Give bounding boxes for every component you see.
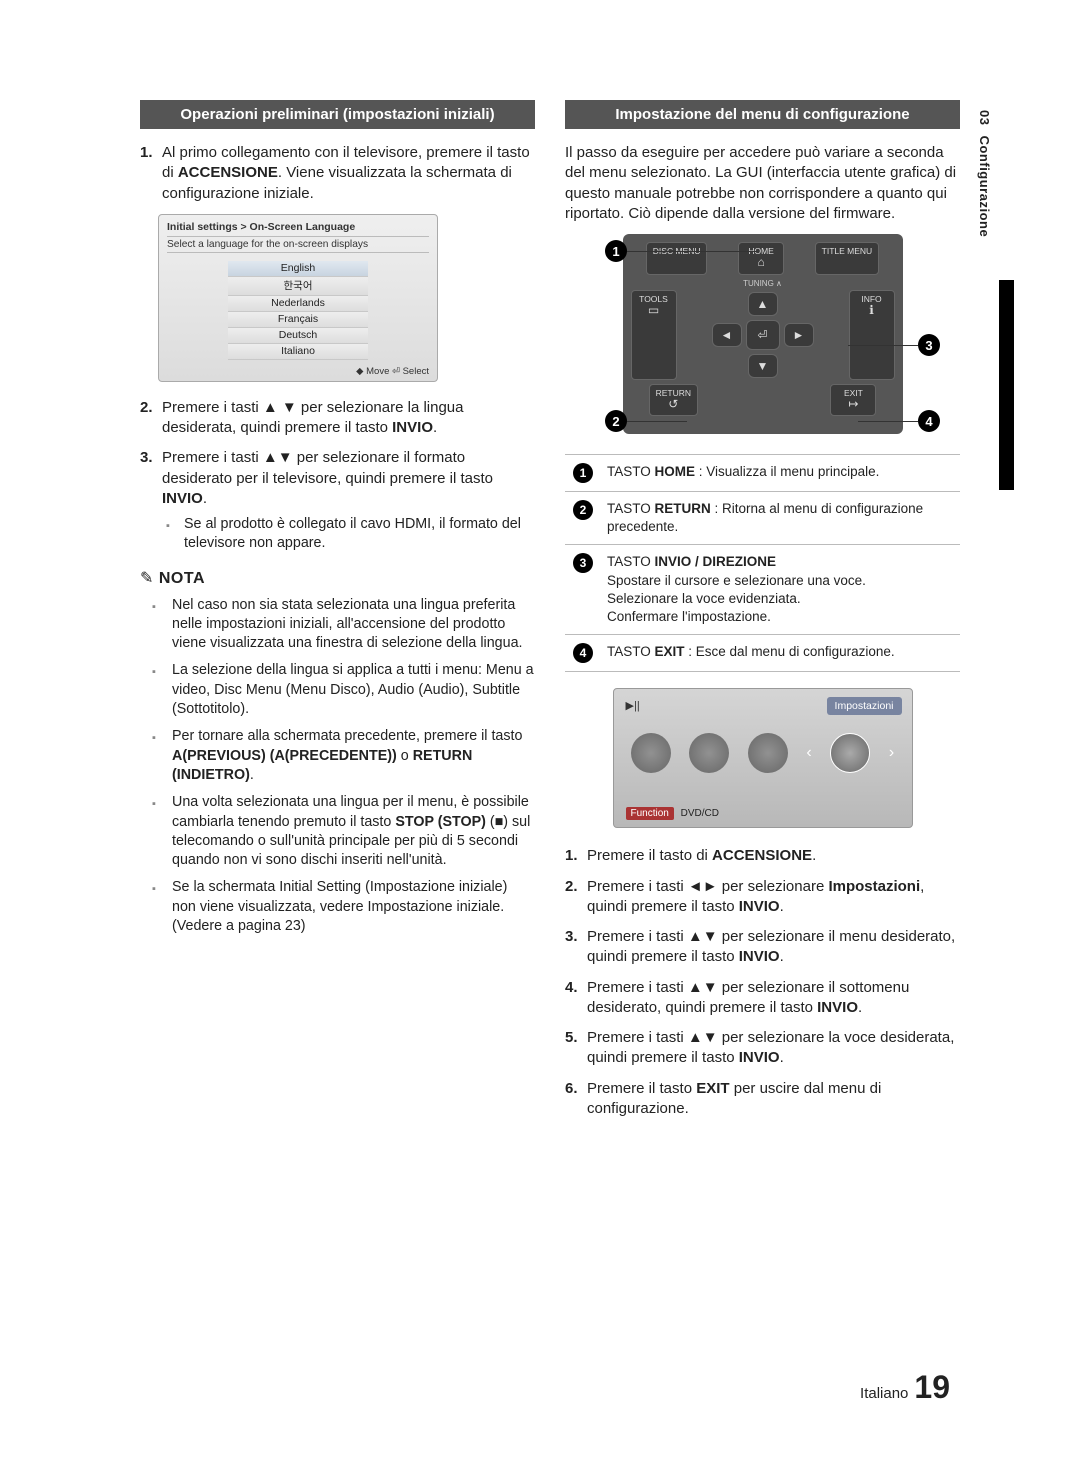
callout-1: 1 [605,240,627,262]
source-label: DVD/CD [681,808,719,819]
language-option: 한국어 [228,277,368,296]
nav-right-icon: › [889,744,894,762]
panel-footer: ◆ Move ⏎ Select [167,366,429,377]
info-button: INFOℹ [849,290,895,380]
nota-item: Nel caso non sia stata selezionata una l… [158,596,535,654]
disc-menu-button: DISC MENU [646,242,708,275]
table-row: 1TASTO HOME : Visualizza il menu princip… [565,455,960,492]
callout-4: 4 [918,410,940,432]
panel-title: Initial settings > On-Screen Language [167,221,429,233]
side-black-bar [999,280,1014,490]
menu-icon [631,733,671,773]
right-section-header: Impostazione del menu di configurazione [565,100,960,129]
callout-table: 1TASTO HOME : Visualizza il menu princip… [565,454,960,672]
nota-item: La selezione della lingua si applica a t… [158,661,535,719]
tuning-label: TUNING ∧ [631,279,895,288]
table-row: 4TASTO EXIT : Esce dal menu di configura… [565,635,960,672]
tools-button: TOOLS▭ [631,290,677,380]
panel-subtitle: Select a language for the on-screen disp… [167,236,429,253]
table-row: 3TASTO INVIO / DIREZIONESpostare il curs… [565,545,960,635]
nota-item: Per tornare alla schermata precedente, p… [158,727,535,785]
right-button: ► [784,323,814,347]
play-pause-icon: ▶|| [626,699,640,712]
menu-icon [689,733,729,773]
chapter-tab: 03 Configurazione [977,110,992,237]
settings-screen: ▶|| Impostazioni ‹ › Function DVD/CD [613,688,913,828]
page-footer: Italiano19 [860,1369,950,1406]
exit-button: EXIT↦ [830,384,876,417]
left-button: ◄ [712,323,742,347]
left-section-header: Operazioni preliminari (impostazioni ini… [140,100,535,129]
nota-item: Se la schermata Initial Setting (Imposta… [158,878,535,936]
nota-heading: NOTA [140,568,535,588]
list-item: 1. Al primo collegamento con il televiso… [140,143,535,204]
callout-2: 2 [605,410,627,432]
list-item: 6.Premere il tasto EXIT per uscire dal m… [565,1079,960,1120]
up-button: ▲ [748,292,778,316]
language-option: Français [228,312,368,328]
language-option: Nederlands [228,296,368,312]
language-selection-panel: Initial settings > On-Screen Language Se… [158,214,438,382]
language-option: Deutsch [228,328,368,344]
list-item: 3. Premere i tasti ▲▼ per selezionare il… [140,448,535,553]
enter-button: ⏎ [746,320,780,350]
home-button: HOME⌂ [738,242,784,275]
menu-icon-selected [830,733,870,773]
list-item: 5.Premere i tasti ▲▼ per selezionare la … [565,1028,960,1069]
list-item: 3.Premere i tasti ▲▼ per selezionare il … [565,927,960,968]
list-item: 1.Premere il tasto di ACCENSIONE. [565,846,960,866]
list-item: 2. Premere i tasti ▲ ▼ per selezionare l… [140,398,535,439]
function-badge: Function [626,807,674,820]
title-menu-button: TITLE MENU [815,242,880,275]
remote-diagram: DISC MENU HOME⌂ TITLE MENU TUNING ∧ TOOL… [565,234,960,454]
intro-text: Il passo da eseguire per accedere può va… [565,143,960,224]
table-row: 2TASTO RETURN : Ritorna al menu di confi… [565,492,960,545]
nota-item: Una volta selezionata una lingua per il … [158,793,535,870]
down-button: ▼ [748,354,778,378]
list-item: 4.Premere i tasti ▲▼ per selezionare il … [565,978,960,1019]
language-option: English [228,261,368,277]
language-option: Italiano [228,344,368,360]
nav-left-icon: ‹ [806,744,811,762]
right-column: Impostazione del menu di configurazione … [565,100,960,1129]
list-item: 2.Premere i tasti ◄► per selezionare Imp… [565,877,960,918]
menu-icon [748,733,788,773]
return-button: RETURN↺ [649,384,698,417]
left-column: Operazioni preliminari (impostazioni ini… [140,100,535,1129]
settings-label: Impostazioni [827,697,902,715]
callout-3: 3 [918,334,940,356]
